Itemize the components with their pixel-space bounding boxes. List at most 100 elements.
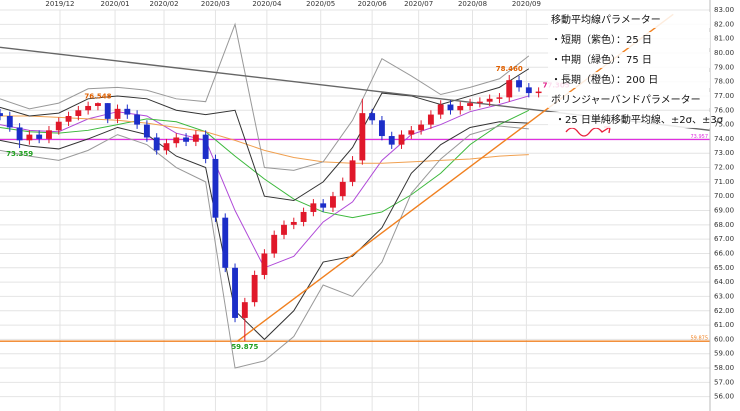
indicator-line xyxy=(0,115,529,164)
x-tick-label: 2020/05 xyxy=(306,0,335,8)
candle-body xyxy=(281,224,287,235)
candle-body xyxy=(261,253,268,275)
candle-body xyxy=(202,134,209,159)
y-tick-label: 83.00 xyxy=(714,6,734,14)
y-tick-label: 58.00 xyxy=(714,364,734,372)
indicator-line xyxy=(0,121,529,341)
candle-body xyxy=(241,302,248,318)
y-tick-label: 57.00 xyxy=(714,378,734,386)
candle-body xyxy=(46,130,52,139)
y-tick-label: 81.00 xyxy=(714,35,734,43)
candle-body xyxy=(36,134,43,139)
price-label: 76.548 xyxy=(84,92,111,100)
y-tick-label: 67.00 xyxy=(714,235,734,243)
candle-body xyxy=(496,97,503,99)
y-tick-label: 73.00 xyxy=(714,149,734,157)
plot xyxy=(0,13,711,369)
y-tick-label: 56.00 xyxy=(714,393,734,401)
candle-body xyxy=(55,121,62,131)
x-tick-label: 2020/03 xyxy=(201,0,230,8)
candle-body xyxy=(369,113,376,121)
y-tick-label: 63.00 xyxy=(714,292,734,300)
legend-bg xyxy=(548,112,710,128)
x-tick-label: 2020/04 xyxy=(252,0,282,8)
candle-body xyxy=(114,108,121,119)
price-label: 73.359 xyxy=(6,150,33,158)
y-tick-label: 60.00 xyxy=(714,335,734,343)
legend-bg xyxy=(548,12,710,28)
y-tick-label: 82.00 xyxy=(714,20,734,28)
candle-body xyxy=(516,80,522,88)
y-tick-label: 70.00 xyxy=(714,192,734,200)
candle-body xyxy=(535,91,542,94)
candle-body xyxy=(310,203,317,212)
candle-body xyxy=(378,120,385,137)
x-tick-label: 2020/01 xyxy=(101,0,130,8)
candle-body xyxy=(525,87,532,94)
y-tick-label: 78.00 xyxy=(714,78,734,86)
legend-bg xyxy=(548,92,710,108)
legend-text: 移動平均線パラメーター xyxy=(551,13,661,26)
candle-body xyxy=(330,196,336,208)
candle-body xyxy=(486,98,493,102)
legend-bg xyxy=(548,72,710,88)
y-tick-label: 74.00 xyxy=(714,135,734,143)
legend-text: ・短期（紫色）：25 日 xyxy=(551,33,652,46)
candle-body xyxy=(94,103,101,106)
y-tick-label: 80.00 xyxy=(714,49,734,57)
candle-body xyxy=(437,104,444,115)
candle-body xyxy=(134,114,141,125)
y-tick-label: 77.00 xyxy=(714,92,734,100)
candle-body xyxy=(457,105,464,111)
candle-body xyxy=(408,130,415,135)
price-label: 59.875 xyxy=(231,343,258,351)
candle-body xyxy=(506,80,513,98)
x-tick-label: 2020/02 xyxy=(149,0,178,8)
y-tick-label: 69.00 xyxy=(714,207,734,215)
candle-body xyxy=(271,234,278,254)
candle-body xyxy=(75,110,82,116)
price-label: 78.460 xyxy=(496,65,523,73)
candle-body xyxy=(232,267,238,318)
legend-text: ・長期（橙色）：200 日 xyxy=(551,73,658,86)
x-tick-label: 2020/08 xyxy=(458,0,487,8)
candle-body xyxy=(163,143,170,151)
candle-body xyxy=(6,115,13,128)
legend-bg xyxy=(548,52,710,68)
legend-text: ・25 日単純移動平均線、±2σ、±3σ xyxy=(555,113,724,126)
candle-body xyxy=(339,181,346,197)
candle-body xyxy=(212,158,219,218)
y-tick-label: 59.00 xyxy=(714,350,734,358)
candle-body xyxy=(320,203,327,208)
candle-body xyxy=(398,134,405,145)
horizontal-line-label: 59.875 xyxy=(691,336,709,342)
candle-body xyxy=(447,104,454,111)
y-tick-label: 71.00 xyxy=(714,178,734,186)
y-tick-label: 66.00 xyxy=(714,249,734,257)
candle-body xyxy=(173,137,180,144)
candle-body xyxy=(183,137,190,142)
candle-body xyxy=(104,103,111,119)
candle-body xyxy=(143,124,150,138)
candle-body xyxy=(124,108,131,115)
candle-body xyxy=(349,160,356,182)
candle-body xyxy=(359,113,366,161)
indicator-line xyxy=(0,109,530,219)
candle-body xyxy=(0,113,3,116)
candle-body xyxy=(251,274,258,303)
horizontal-line-label: 73.957 xyxy=(691,134,709,140)
candle-body xyxy=(192,134,199,142)
candle-body xyxy=(467,103,474,106)
legend-text: ボリンジャーバンドパラメーター xyxy=(551,94,701,106)
candle-body xyxy=(16,127,23,141)
candle-body xyxy=(153,137,160,151)
y-tick-label: 75.00 xyxy=(714,121,734,129)
trend-line xyxy=(237,13,674,342)
candle-body xyxy=(65,115,72,122)
candle-body xyxy=(222,217,229,268)
candle-body xyxy=(300,211,307,222)
candle-body xyxy=(476,101,483,104)
candle-body xyxy=(85,105,92,111)
